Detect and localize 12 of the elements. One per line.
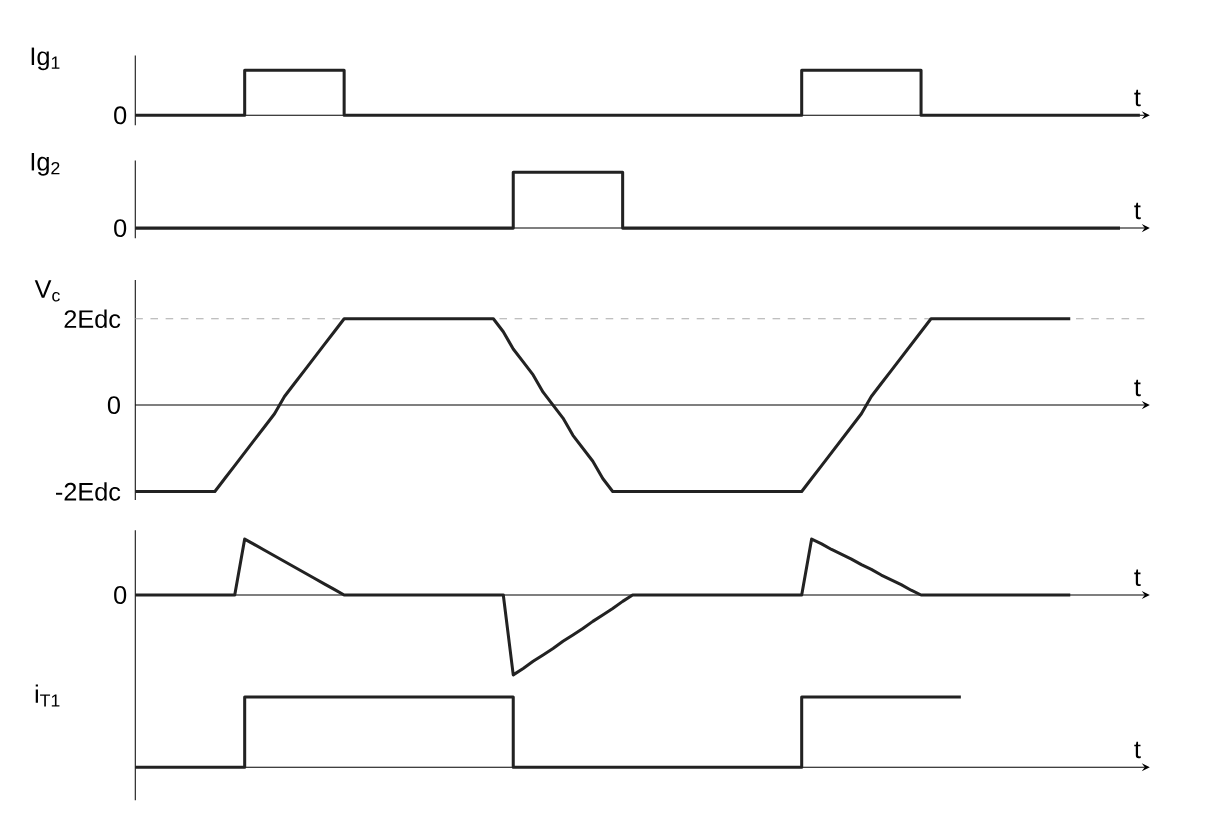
x-axis-title: t	[1134, 741, 1141, 759]
y-tick-label: 0	[107, 396, 120, 415]
x-axis-title: t	[1134, 202, 1141, 220]
y-axis-title: V$_{c}$	[34, 280, 60, 302]
y-axis-title: i$_{T1}$	[35, 684, 60, 707]
x-axis-title: t	[1134, 569, 1141, 587]
x-axis-title: t	[1134, 379, 1141, 397]
y-tick-label: 2Edc	[64, 309, 121, 328]
y-axis-title: Ig$_{1}$	[31, 47, 60, 71]
y-axis-title: Ig$_{2}$	[31, 152, 60, 176]
x-axis-title: t	[1134, 89, 1141, 107]
y-tick-label: -2Edc	[55, 482, 121, 501]
